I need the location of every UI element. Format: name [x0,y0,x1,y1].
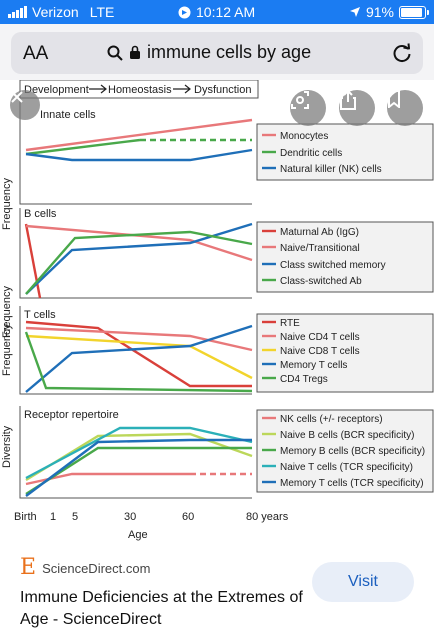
line-naive-transitional [25,224,253,262]
result-title[interactable]: Immune Deficiencies at the Extremes of A… [20,589,303,628]
visual-lookup-button[interactable] [290,90,326,126]
x-tick-80: 80 years [246,511,289,523]
location-arrow-icon [349,7,360,17]
bookmark-icon [388,90,400,108]
line-nk-receptors [25,472,190,486]
carrier-name: Verizon [32,4,79,20]
legend-memory-t-tcr: Memory T cells (TCR specificity) [280,478,424,489]
ylabel-innate: Frequency [1,178,13,230]
legend-naive-b: Naive B cells (BCR specificity) [280,430,414,441]
x-axis-label: Age [128,529,148,541]
x-tick-birth: Birth [14,511,37,523]
line-memory-t-tcr [25,438,252,497]
legend-naive-t: Naive T cells (TCR specificity) [280,462,413,473]
legend-nk-cells: Natural killer (NK) cells [280,164,382,175]
line-class-switched-memory [25,222,253,295]
legend-receptor: NK cells (+/- receptors) Naive B cells (… [262,414,425,489]
status-right: 91% [349,4,429,20]
legend-b-cells: Maturnal Ab (IgG) Naive/Transitional Cla… [262,227,386,287]
url-field[interactable]: immune cells by age [107,42,311,63]
legend-memory-t: Memory T cells [280,360,347,371]
close-image-button[interactable] [10,90,40,120]
line-dendritic-cells [25,138,141,156]
header-step-dysfunction: Dysfunction [194,84,251,96]
legend-innate: Monocytes Dendritic cells Natural killer… [262,131,382,175]
x-tick-60: 60 [182,511,194,523]
line-maternal-ab [24,223,42,299]
line-memory-b [25,446,252,496]
legend-memory-b: Memory B cells (BCR specificity) [280,446,425,457]
line-naive-t [25,426,253,480]
search-query: immune cells by age [147,42,312,62]
visual-lookup-icon [291,91,309,109]
source-name: ScienceDirect.com [42,560,151,576]
share-icon [340,90,356,110]
line-nk-cells [25,148,253,162]
immune-aging-figure: Development Homeostasis Dysfunction Inna… [1,80,434,541]
legend-t-cells: RTE Naive CD4 T cells Naive CD8 T cells … [262,318,360,385]
bookmark-button[interactable] [387,90,423,126]
x-axis: Birth 1 5 30 60 80 years Age [14,511,289,541]
panel-title-innate: Innate cells [40,109,96,121]
legend-dendritic-cells: Dendritic cells [280,148,342,159]
line-monocytes [25,118,253,152]
battery-icon [399,5,429,19]
panel-title-b-cells: B cells [24,208,57,220]
address-bar[interactable]: AA immune cells by age [11,32,423,74]
result-card[interactable]: E ScienceDirect.com Immune Deficiencies … [0,545,434,639]
alarm-icon [178,6,191,18]
innate-lines [25,118,253,162]
line-rte [25,320,252,388]
battery-percent: 91% [365,4,394,20]
line-memory-t [25,324,253,393]
x-tick-5: 5 [72,511,78,523]
elsevier-logo-icon: E [20,555,37,580]
legend-nk-receptors: NK cells (+/- receptors) [280,414,383,425]
result-image[interactable]: Development Homeostasis Dysfunction Inna… [0,80,434,542]
header-step-development: Development [24,84,89,96]
t-cells-lines [24,320,253,393]
legend-class-switched-ab: Class-switched Ab [280,276,362,287]
signal-bars-icon [8,6,27,18]
close-icon [11,91,23,103]
search-icon [107,45,123,61]
legend-naive-transitional: Naive/Transitional [280,243,360,254]
legend-rte: RTE [280,318,300,329]
legend-cd4-tregs: CD4 Tregs [280,374,328,385]
legend-monocytes: Monocytes [280,131,328,142]
header-step-homeostasis: Homeostasis [108,84,172,96]
panel-title-t-cells: T cells [24,309,56,321]
line-class-switched-ab [25,230,253,295]
legend-naive-cd8: Naive CD8 T cells [280,346,360,357]
lock-icon [130,45,140,59]
share-button[interactable] [339,90,375,126]
reload-icon[interactable] [391,42,413,64]
source-row: E ScienceDirect.com [20,557,150,579]
legend-naive-cd4: Naive CD4 T cells [280,332,360,343]
ylabel-receptor-repertoire: Diversity [1,425,13,468]
panel-title-receptor-repertoire: Receptor repertoire [24,409,119,421]
line-naive-cd4 [25,326,253,352]
x-tick-30: 30 [124,511,136,523]
b-cells-lines [24,222,253,299]
ylabel-t-cells: Frequency [1,324,13,376]
receptor-lines [25,426,253,497]
legend-maternal-ab: Maturnal Ab (IgG) [280,227,359,238]
clock: 10:12 AM [178,4,255,20]
carrier-info: Verizon LTE [8,4,114,20]
text-size-button[interactable]: AA [23,43,49,64]
legend-class-switched-memory: Class switched memory [280,260,386,271]
browser-toolbar: AA immune cells by age [0,24,434,80]
time-text: 10:12 AM [196,4,256,20]
x-tick-1: 1 [50,511,56,523]
status-bar: Verizon LTE 10:12 AM 91% [0,0,434,24]
line-cd4-tregs [24,331,253,393]
network-type: LTE [89,4,115,20]
ylabel-b-cells: Frequency [1,286,13,338]
visit-button[interactable]: Visit [312,562,414,602]
